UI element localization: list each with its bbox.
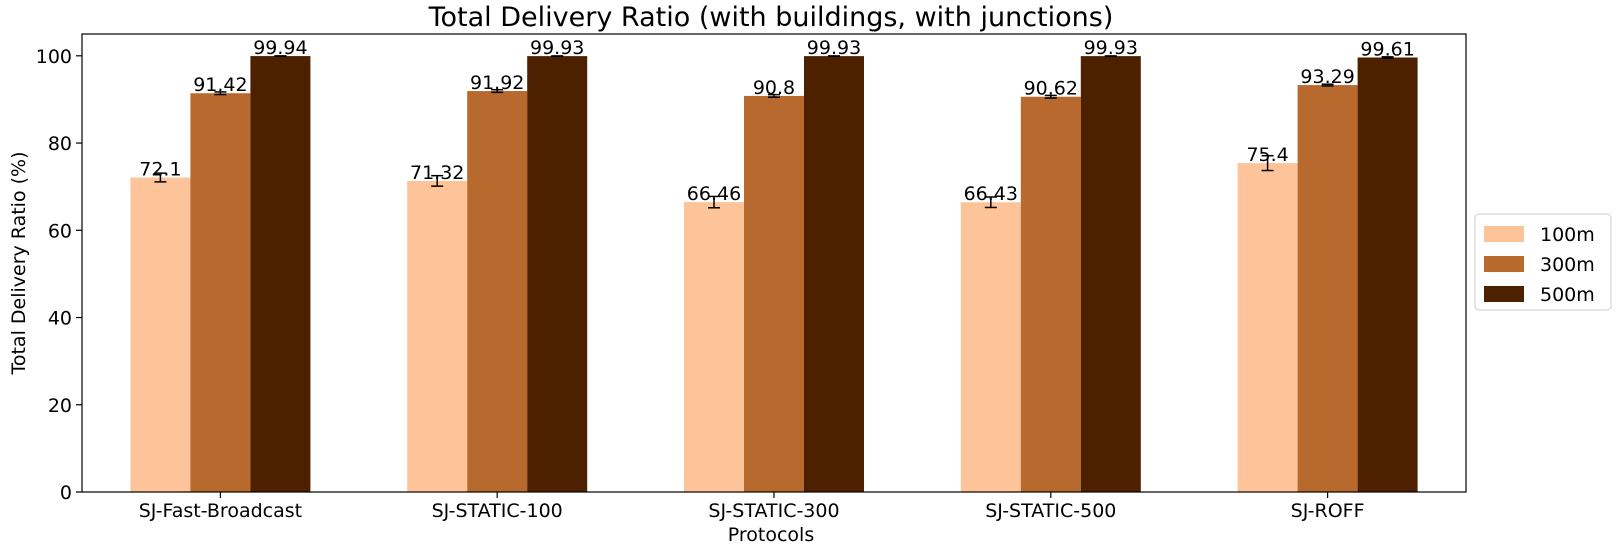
- y-tick-label: 60: [48, 220, 72, 242]
- legend-label-100m: 100m: [1540, 224, 1595, 246]
- bar-300m-3: [744, 95, 804, 492]
- plot-area: 72.1 91.42 99.94 71.32 91.92 99.93 66.46 90.8 99…: [130, 37, 1418, 493]
- data-label: 71.32: [410, 162, 464, 184]
- data-label: 90.8: [753, 77, 795, 99]
- data-label: 99.93: [530, 37, 584, 59]
- bar-500m-5: [1357, 57, 1418, 492]
- data-label: 99.93: [807, 37, 861, 59]
- bar-300m-2: [467, 91, 528, 492]
- bar-100m-3: [684, 202, 744, 493]
- bar-100m-2: [407, 180, 468, 493]
- y-tick-label: 40: [48, 308, 72, 330]
- bar-500m-2: [527, 56, 588, 492]
- legend: 100m 300m 500m: [1474, 213, 1612, 311]
- bar-100m-5: [1237, 163, 1298, 493]
- data-label: 66.46: [687, 183, 741, 205]
- data-label: 99.93: [1084, 37, 1138, 59]
- data-label: 91.42: [193, 74, 247, 96]
- data-label: 93.29: [1300, 66, 1354, 88]
- legend-swatch-500m: [1484, 286, 1524, 302]
- data-label: 91.92: [470, 72, 524, 94]
- chart-title: Total Delivery Ratio (with buildings, wi…: [428, 2, 1114, 33]
- data-label: 90.62: [1024, 78, 1078, 100]
- bar-100m-1: [130, 177, 191, 493]
- bar-500m-1: [250, 56, 311, 493]
- x-tick-label: SJ-ROFF: [1291, 500, 1365, 522]
- bar-100m-4: [960, 202, 1021, 493]
- data-label: 99.94: [253, 37, 307, 59]
- x-tick-label: SJ-STATIC-500: [985, 500, 1116, 522]
- bar-500m-3: [804, 56, 864, 492]
- bar-500m-4: [1080, 56, 1141, 492]
- x-tick-label: SJ-STATIC-100: [432, 500, 563, 522]
- bar-300m-1: [190, 93, 251, 492]
- y-axis-label: Total Delivery Ratio (%): [8, 151, 30, 375]
- legend-label-500m: 500m: [1540, 284, 1595, 306]
- y-tick-label: 0: [60, 482, 72, 504]
- y-axis: 0 20 40 60 80 100: [36, 46, 82, 504]
- x-tick-label: SJ-STATIC-300: [708, 500, 839, 522]
- x-axis: SJ-Fast-Broadcast SJ-STATIC-100 SJ-STATIC-…: [139, 492, 1365, 522]
- legend-swatch-300m: [1484, 256, 1524, 272]
- y-tick-label: 100: [36, 46, 72, 68]
- data-label: 99.61: [1360, 39, 1414, 61]
- data-label: 75.4: [1246, 144, 1288, 166]
- y-tick-label: 20: [48, 395, 72, 417]
- bar-300m-4: [1020, 96, 1081, 493]
- legend-label-300m: 300m: [1540, 254, 1595, 276]
- data-label: 66.43: [964, 183, 1018, 205]
- bar-300m-5: [1297, 85, 1358, 492]
- data-label: 72.1: [139, 159, 181, 181]
- x-axis-label: Protocols: [728, 524, 814, 546]
- legend-swatch-100m: [1484, 226, 1524, 242]
- x-tick-label: SJ-Fast-Broadcast: [139, 500, 302, 522]
- y-tick-label: 80: [48, 133, 72, 155]
